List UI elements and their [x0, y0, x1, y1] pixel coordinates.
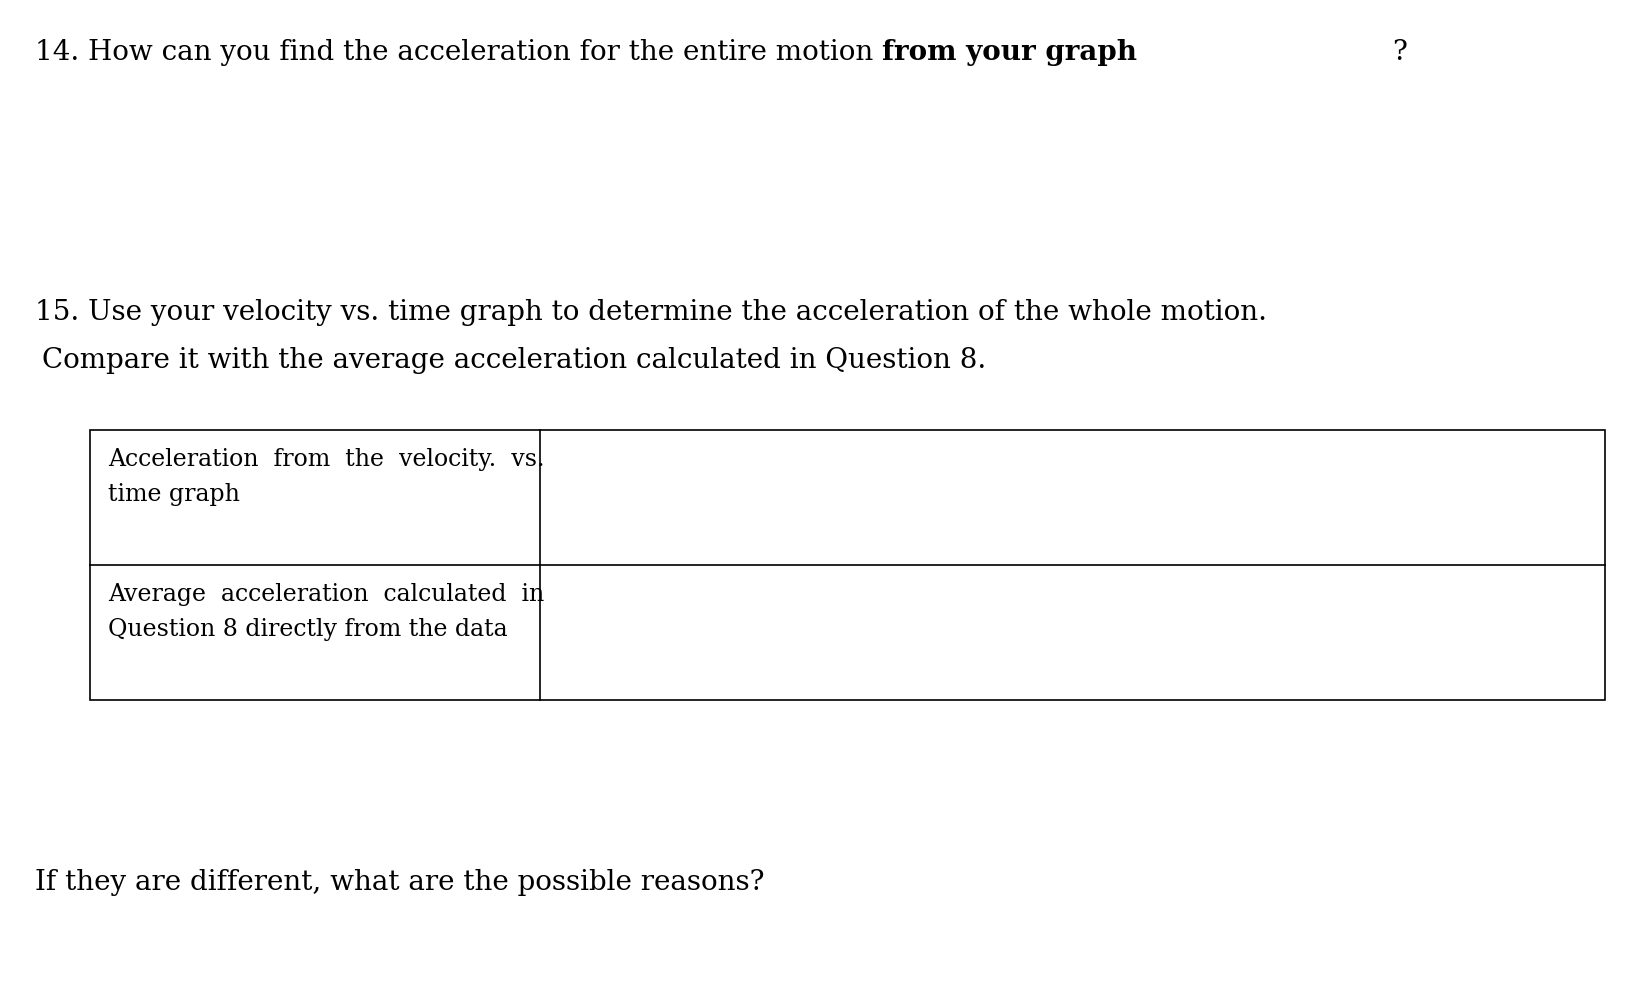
Text: Compare it with the average acceleration calculated in Question 8.: Compare it with the average acceleration… [43, 347, 986, 374]
Text: 14. How can you find the acceleration for the entire motion: 14. How can you find the acceleration fo… [34, 39, 883, 66]
Text: Question 8 directly from the data: Question 8 directly from the data [108, 618, 508, 642]
Text: Acceleration  from  the  velocity.  vs.: Acceleration from the velocity. vs. [108, 448, 544, 471]
Text: ?: ? [1392, 39, 1407, 66]
Text: If they are different, what are the possible reasons?: If they are different, what are the poss… [34, 869, 765, 896]
Text: time graph: time graph [108, 483, 239, 507]
Text: Average  acceleration  calculated  in: Average acceleration calculated in [108, 583, 544, 606]
Text: from your graph: from your graph [883, 39, 1137, 66]
Text: 15. Use your velocity vs. time graph to determine the acceleration of the whole : 15. Use your velocity vs. time graph to … [34, 299, 1268, 326]
